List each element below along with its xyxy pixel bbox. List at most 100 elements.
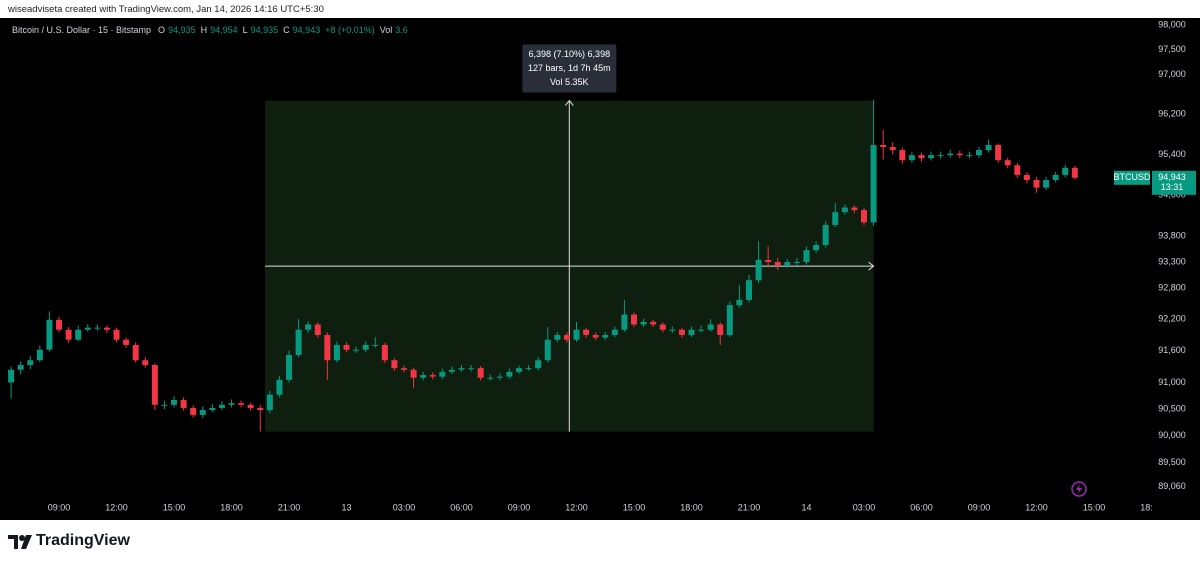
brand: TradingView [36, 532, 130, 549]
x-tick-label: 15:00 [623, 502, 646, 512]
measure-arrow [868, 261, 875, 271]
candle-body [947, 153, 954, 156]
candle-body [698, 329, 705, 331]
candle-body [918, 155, 925, 159]
candle-body [56, 319, 63, 330]
measure-label: 127 bars, 1d 7h 45m [528, 63, 611, 73]
symbol-label-box [1114, 170, 1150, 185]
candle-body [899, 150, 906, 161]
candle-body [132, 344, 139, 361]
candle-body [544, 339, 551, 361]
axes: 98,00097,50097,00096,20095,40094,60093,8… [1113, 19, 1196, 491]
candle-body [515, 368, 522, 372]
x-tick-label: 13 [341, 502, 351, 512]
candle-body [113, 329, 120, 340]
candle-body [908, 155, 915, 161]
candle-body [103, 327, 110, 330]
x-tick-label: 18:00 [1140, 502, 1163, 512]
price-label-box [1152, 170, 1196, 195]
candle-body [314, 324, 321, 335]
ohlc-label: L [242, 25, 248, 35]
candle-body [966, 155, 973, 157]
chart: 09:00 12:00 15:00 18:00 21:00 13 03:00 06:00 09:… [0, 18, 1200, 520]
candle-body [650, 321, 657, 325]
x-tick-label: 03:00 [853, 502, 876, 512]
candle-body [46, 319, 53, 350]
candle-body [151, 364, 158, 405]
candle-body [669, 329, 676, 331]
candle-body [803, 250, 810, 263]
candle-body [238, 403, 245, 405]
candle-body [1004, 160, 1011, 166]
candle-body [813, 244, 820, 251]
candle-body [889, 147, 896, 151]
candle-body [218, 404, 225, 408]
candle-body [554, 334, 561, 340]
price-label: 94,943 [1158, 172, 1186, 182]
x-tick-label: 09:00 [48, 502, 71, 512]
candle-body [343, 344, 350, 350]
candle-body [975, 150, 982, 156]
candle-body [496, 376, 503, 378]
y-tick-label: 92,200 [1158, 314, 1186, 324]
candle-body [563, 334, 570, 340]
symbol: Bitcoin / U.S. Dollar · 15 · Bitstamp [12, 25, 152, 35]
ohlc-value: 94,954 [210, 25, 238, 35]
y-tick-label: 93,300 [1158, 256, 1186, 266]
ohlc-value: 94,935 [168, 25, 196, 35]
candle-body [851, 207, 858, 211]
candle-body [401, 368, 408, 370]
candle-body [707, 324, 714, 330]
candle-body [123, 339, 130, 345]
candle-body [410, 369, 417, 378]
candle-body [27, 360, 34, 365]
candle-body [448, 369, 455, 372]
candle-body [305, 324, 312, 330]
candle-body [774, 262, 781, 266]
candle-body [995, 145, 1002, 161]
candle-body [276, 379, 283, 395]
candle-body [420, 375, 427, 378]
candle-body [621, 314, 628, 330]
candle-body [1033, 179, 1040, 188]
ohlc-label: C [283, 25, 290, 35]
candle-body [688, 329, 695, 335]
candle-body [439, 371, 446, 377]
y-tick-label: 90,000 [1158, 430, 1186, 440]
candle-body [985, 145, 992, 151]
candle-body [678, 329, 685, 335]
candle-body [1052, 174, 1059, 180]
x-tick-label: 14 [801, 502, 811, 512]
x-tick-label: 09:00 [508, 502, 531, 512]
plot-area: 09:00 12:00 15:00 18:00 21:00 13 03:00 06:00 09:… [8, 44, 1163, 512]
x-tick-label: 06:00 [450, 502, 473, 512]
candle-body [956, 153, 963, 156]
change: +8 (+0.01%) [325, 25, 375, 35]
y-tick-label: 95,400 [1158, 149, 1186, 159]
candle-body [266, 394, 273, 411]
candle-body [1014, 165, 1021, 175]
x-tick-label: 18:00 [220, 502, 243, 512]
candle-body [84, 327, 91, 330]
candle-body [362, 344, 369, 350]
credit: wiseadviseta created with TradingView.co… [8, 4, 324, 15]
y-tick-label: 90,500 [1158, 403, 1186, 413]
x-tick-label: 06:00 [910, 502, 933, 512]
candle-body [573, 329, 580, 340]
x-tick-label: 21:00 [278, 502, 301, 512]
candle-body [1043, 179, 1050, 188]
measure-label-box [522, 44, 617, 93]
candle-body [468, 368, 475, 370]
x-tick-label: 09:00 [968, 502, 991, 512]
y-tick-label: 97,500 [1158, 44, 1186, 54]
candle-body [860, 210, 867, 223]
candle-body [1071, 167, 1078, 178]
alert-icon[interactable] [1071, 481, 1087, 497]
y-tick-label: 92,800 [1158, 282, 1186, 292]
candle-body [17, 364, 24, 370]
candle-body [36, 349, 43, 361]
candle-body [171, 399, 178, 405]
ohlc-label: H [200, 25, 208, 35]
candle-body [880, 145, 887, 148]
